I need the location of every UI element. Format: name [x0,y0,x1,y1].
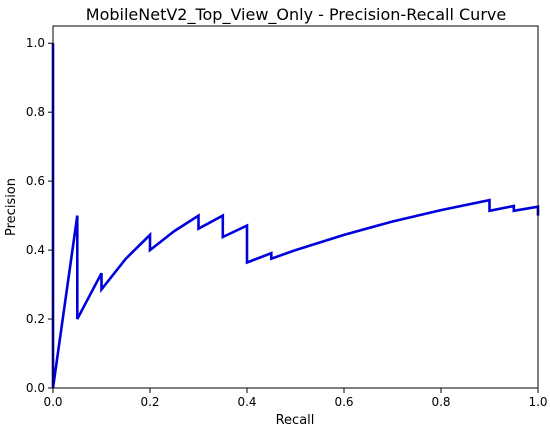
y-tick-label: 0.2 [26,312,45,326]
y-tick-label: 0.6 [26,174,45,188]
x-tick-label: 0.8 [431,395,450,409]
y-axis-label: Precision [4,178,19,236]
y-tick-label: 1.0 [26,36,45,50]
curve-layer [51,43,540,389]
x-tick-label: 0.0 [43,395,62,409]
y-tick-label: 0.4 [26,243,45,257]
x-tick-label: 0.4 [237,395,256,409]
y-axis-ticks: 0.0 0.2 0.4 0.6 0.8 1.0 [26,36,53,395]
x-tick-label: 0.2 [140,395,159,409]
x-axis-ticks: 0.0 0.2 0.4 0.6 0.8 1.0 [43,388,548,409]
x-axis-label: Recall [276,413,315,428]
x-tick-label: 1.0 [528,395,547,409]
y-tick-label: 0.0 [26,381,45,395]
x-tick-label: 0.6 [334,395,353,409]
chart-title: MobileNetV2_Top_View_Only - Precision-Re… [86,5,506,25]
plot-frame [52,25,539,389]
y-tick-label: 0.8 [26,105,45,119]
pr-curve-line [51,43,540,389]
